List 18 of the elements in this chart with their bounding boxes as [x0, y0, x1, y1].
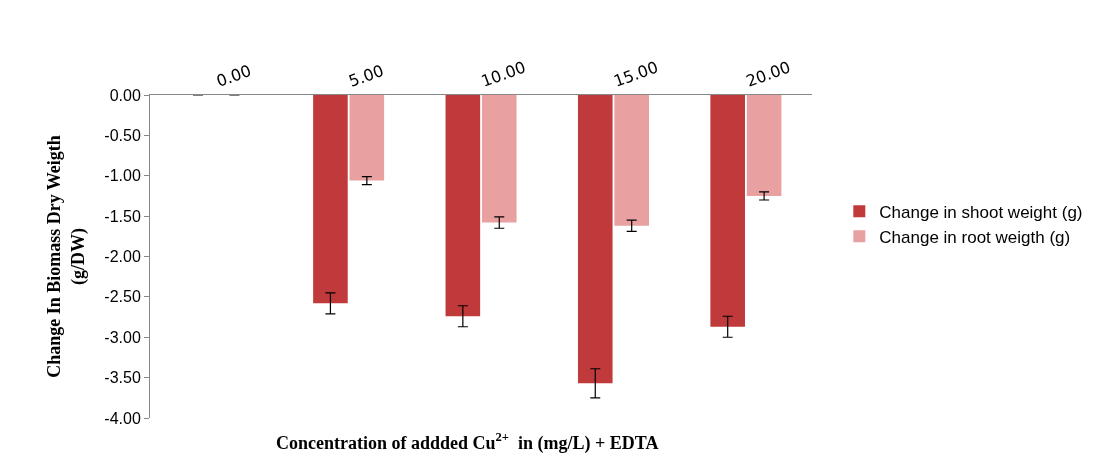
y-tick-label: -1.00 — [104, 167, 141, 185]
y-tick-label: -4.00 — [104, 409, 141, 427]
x-tick-label: 5.00 — [346, 60, 387, 91]
x-tick-label: 15.00 — [611, 57, 661, 91]
x-axis-title: Concentration of addded Cu$^{2+}$ in (mg/L) + EDTA — [276, 430, 659, 454]
y-tick-label: -0.50 — [104, 126, 141, 144]
x-tick-label: 10.00 — [478, 57, 529, 91]
x-tick-label: 20.00 — [743, 57, 794, 91]
y-axis-title: Change In Biomass Dry Weigth (g/DW) — [44, 135, 89, 378]
y-tick-label: -3.50 — [104, 369, 141, 387]
y-tick-label: -2.50 — [104, 288, 141, 306]
y-tick-label: -1.50 — [104, 207, 141, 225]
legend-label: Change in root weigth (g) — [879, 227, 1071, 247]
legend-label: Change in shoot weight (g) — [879, 202, 1083, 222]
y-tick-label: -3.00 — [104, 328, 141, 346]
y-tick-label: 0.00 — [109, 86, 141, 104]
y-tick-label: -2.00 — [104, 248, 141, 266]
x-tick-label: 0.00 — [213, 60, 254, 91]
